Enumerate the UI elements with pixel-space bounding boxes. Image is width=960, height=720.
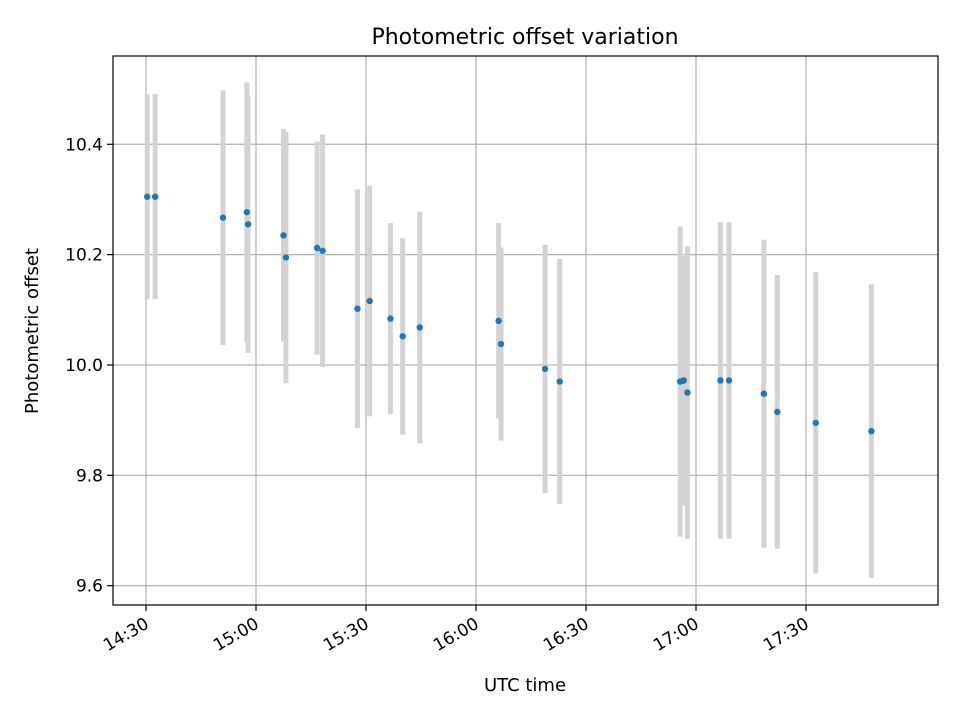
y-tick-label: 10.2	[65, 246, 103, 266]
data-point	[556, 378, 563, 385]
data-point	[725, 377, 733, 384]
y-tick-label: 10.4	[65, 135, 103, 155]
data-point	[282, 254, 290, 261]
data-point	[399, 333, 406, 340]
grid	[113, 56, 938, 605]
y-axis-ticks: 9.6 9.8 10.0 10.2 10.4	[65, 135, 113, 597]
y-tick-label: 10.0	[65, 356, 103, 376]
data-point	[541, 365, 549, 373]
x-axis-label: UTC time	[484, 675, 566, 696]
data-point	[680, 377, 687, 384]
data-point	[366, 297, 373, 305]
data-point	[868, 427, 875, 435]
data-point	[684, 389, 691, 396]
data-point	[774, 408, 781, 416]
data-point	[319, 247, 326, 254]
chart-title: Photometric offset variation	[371, 25, 678, 50]
data-point	[144, 193, 151, 200]
data-point	[280, 232, 287, 239]
data-points	[144, 193, 875, 435]
data-point	[495, 317, 502, 325]
data-point	[717, 377, 724, 384]
data-point	[497, 340, 505, 348]
data-point	[354, 305, 361, 312]
data-point	[219, 214, 227, 221]
data-point	[151, 193, 159, 200]
data-point	[387, 315, 394, 322]
plot-frame	[112, 55, 939, 606]
data-point	[416, 324, 423, 331]
data-point	[244, 221, 252, 228]
y-tick-label: 9.8	[76, 466, 103, 486]
data-point	[760, 390, 768, 397]
data-point	[812, 419, 819, 427]
y-axis-label: Photometric offset	[22, 248, 43, 414]
data-point	[243, 208, 251, 216]
data-point	[313, 244, 321, 252]
y-tick-label: 9.6	[76, 577, 103, 597]
